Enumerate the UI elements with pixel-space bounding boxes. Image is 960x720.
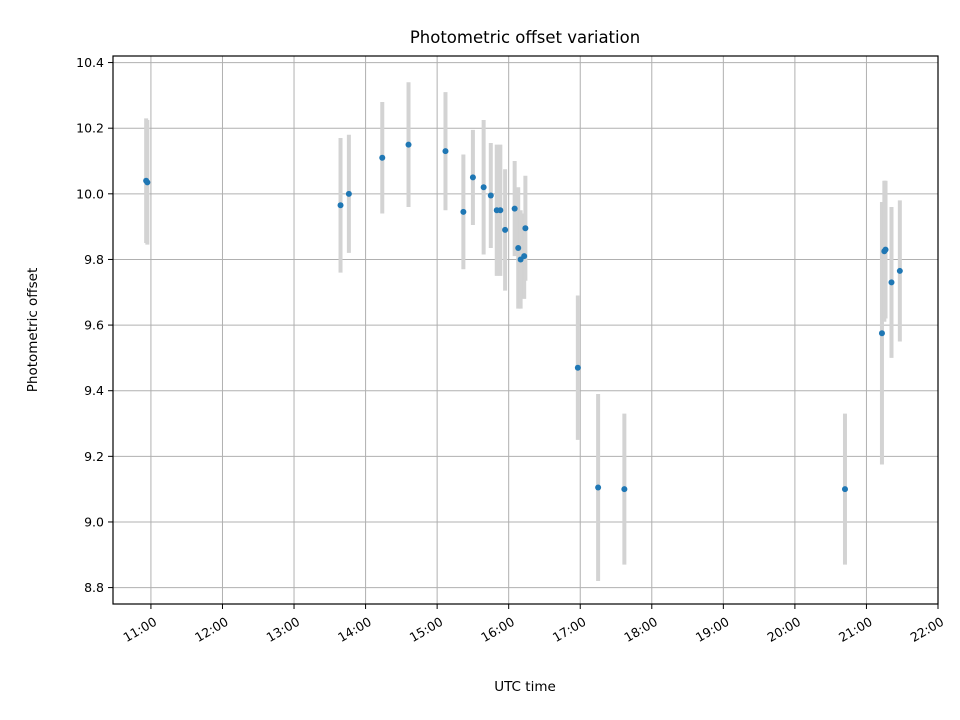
data-point: [487, 192, 494, 199]
data-point: [522, 225, 529, 232]
y-axis-ticks: 8.8 9.0 9.2 9.4 9.6 9.8 10.0 10.2 10.4: [76, 55, 113, 595]
y-tick-label: 10.0: [76, 186, 104, 201]
data-point: [878, 330, 885, 337]
data-point: [442, 148, 449, 155]
y-tick-label: 9.0: [84, 514, 104, 529]
data-point: [521, 253, 528, 260]
data-point: [497, 207, 504, 214]
data-point: [621, 486, 628, 493]
data-point: [896, 267, 903, 274]
data-point: [405, 141, 412, 148]
data-point: [882, 246, 889, 253]
data-point: [144, 179, 151, 186]
y-tick-label: 10.2: [76, 121, 104, 136]
data-point: [888, 279, 895, 286]
data-point: [345, 190, 352, 197]
chart-title: Photometric offset variation: [410, 28, 640, 47]
y-tick-label: 9.2: [84, 449, 104, 464]
data-point: [502, 226, 509, 233]
data-point: [574, 364, 581, 371]
data-point: [511, 205, 518, 212]
y-tick-label: 9.6: [84, 318, 104, 333]
data-point: [337, 202, 344, 209]
data-point: [595, 484, 602, 491]
data-points: [143, 141, 903, 493]
y-axis-label: Photometric offset: [25, 268, 41, 392]
data-point: [480, 184, 487, 191]
y-tick-label: 9.4: [84, 383, 104, 398]
data-point: [469, 174, 476, 181]
data-point: [841, 486, 848, 493]
y-tick-label: 9.8: [84, 252, 104, 267]
data-point: [460, 208, 467, 215]
data-point: [379, 154, 386, 161]
y-tick-label: 10.4: [76, 55, 104, 70]
y-tick-label: 8.8: [84, 580, 104, 595]
plot-frame: [112, 55, 939, 605]
data-point: [515, 244, 522, 251]
x-axis-label: UTC time: [494, 679, 556, 695]
